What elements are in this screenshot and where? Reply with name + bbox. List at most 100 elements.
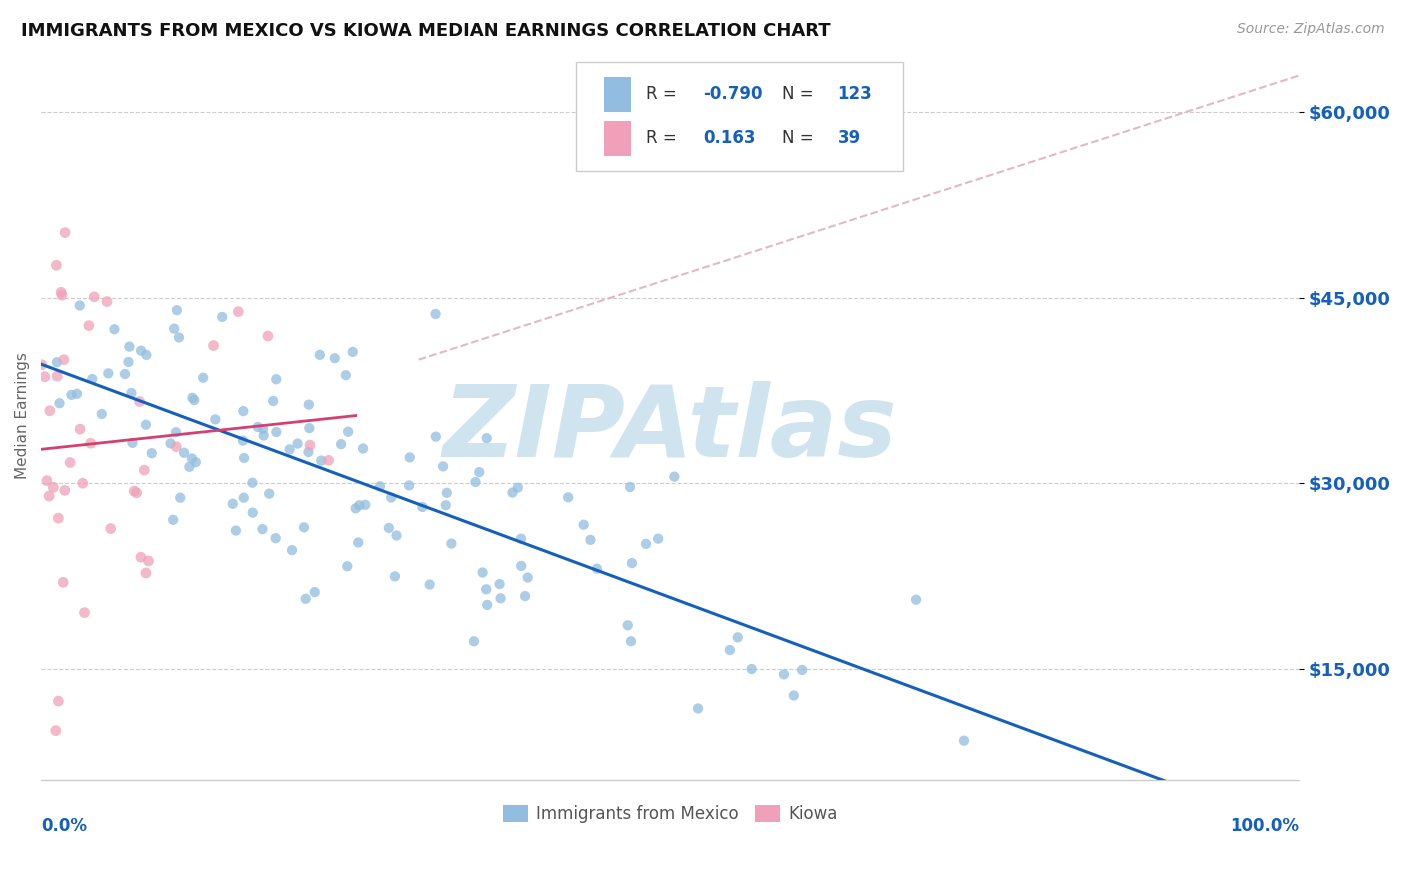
Point [165,425,187,440]
Point [138,554,160,568]
Point [436,485,458,500]
Point [352,442,374,456]
Point [384,569,406,583]
Point [488,577,510,591]
Point [368,479,391,493]
Point [468,465,491,479]
Point [471,566,494,580]
Point [114,367,136,381]
Point [378,521,401,535]
Text: -0.790: -0.790 [703,86,762,103]
Point [510,532,533,546]
Point [240,475,263,490]
Point [253,428,276,442]
Point [97,367,120,381]
Point [385,528,408,542]
Point [96,294,118,309]
Point [79,436,101,450]
Text: R =: R = [647,129,682,147]
Point [510,558,533,573]
Point [121,435,143,450]
Point [162,513,184,527]
Text: 100.0%: 100.0% [1230,816,1299,835]
Point [82,372,104,386]
Text: 0.0%: 0.0% [41,816,87,835]
Point [664,469,686,483]
Point [34,369,56,384]
Point [246,420,269,434]
Y-axis label: Median Earnings: Median Earnings [15,352,30,479]
Point [48,511,70,525]
Point [141,446,163,460]
Point [398,450,420,465]
Point [349,498,371,512]
Point [163,321,186,335]
Point [42,480,65,494]
Point [83,290,105,304]
Point [411,500,433,514]
FancyBboxPatch shape [576,62,903,171]
Point [489,591,512,606]
Point [69,298,91,312]
Point [118,340,141,354]
Point [718,643,741,657]
Point [242,506,264,520]
Point [281,543,304,558]
Point [425,429,447,443]
Point [475,431,498,445]
Point [232,491,254,505]
Point [298,398,321,412]
Point [90,407,112,421]
Point [311,453,333,467]
Point [121,386,143,401]
Point [60,388,83,402]
Point [337,425,360,439]
Point [686,701,709,715]
Point [48,694,70,708]
Point [226,304,249,318]
Point [257,486,280,500]
Text: 39: 39 [838,129,860,147]
Point [323,351,346,366]
Point [506,481,529,495]
Point [252,522,274,536]
Point [620,634,643,648]
Point [202,338,225,352]
Text: 0.163: 0.163 [703,129,755,147]
Point [419,577,441,591]
Point [183,393,205,408]
Point [354,498,377,512]
Text: N =: N = [782,129,820,147]
Point [475,582,498,597]
Point [266,425,288,439]
Point [46,355,69,369]
Point [905,592,928,607]
Point [434,498,457,512]
Point [318,453,340,467]
Point [330,437,353,451]
Point [252,422,274,436]
Point [129,550,152,565]
Point [380,491,402,505]
Point [135,566,157,580]
Point [100,522,122,536]
FancyBboxPatch shape [603,77,631,112]
Point [52,575,75,590]
Point [647,532,669,546]
Point [179,459,201,474]
Text: ZIPAtlas: ZIPAtlas [443,382,897,478]
Point [347,535,370,549]
Point [180,451,202,466]
Point [166,303,188,318]
Point [31,358,53,372]
Point [46,369,69,384]
Point [117,355,139,369]
Point [135,417,157,432]
Point [45,258,67,272]
Point [304,585,326,599]
Point [741,662,763,676]
Point [262,394,284,409]
Point [159,436,181,450]
Point [792,663,814,677]
Point [77,318,100,333]
